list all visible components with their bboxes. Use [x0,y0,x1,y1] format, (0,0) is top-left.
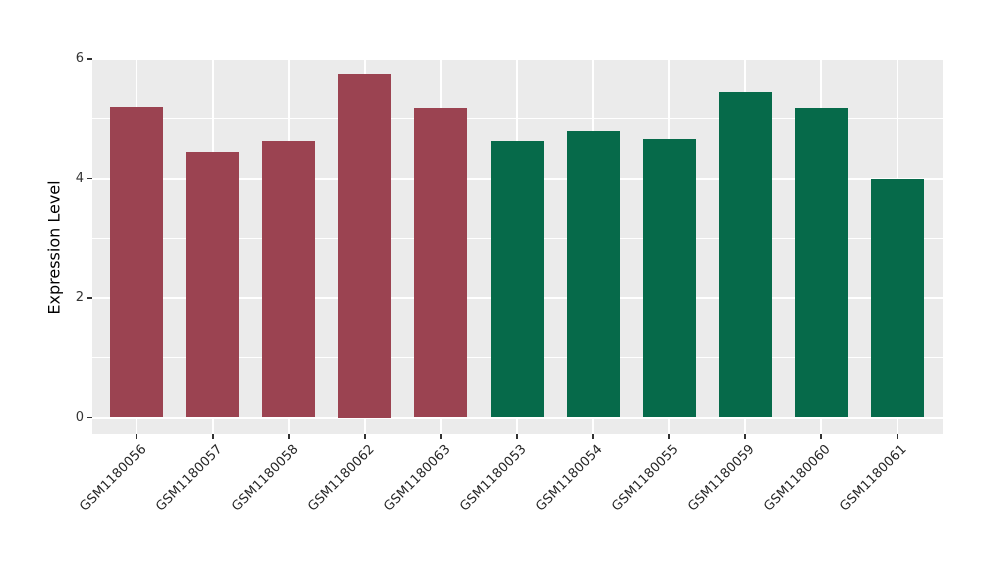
bar-GSM1180058 [262,141,316,418]
x-axis-tick [364,434,366,439]
bar-GSM1180056 [110,106,164,418]
y-axis-tick-label: 4 [75,170,84,186]
x-axis-tick [820,434,822,439]
x-axis-tick [592,434,594,439]
x-axis-tick [516,434,518,439]
bar-GSM1180053 [490,141,544,418]
y-axis-tick-label: 0 [75,409,84,425]
y-axis-tick [87,177,92,180]
x-axis-tick [288,434,290,439]
bar-GSM1180057 [186,152,240,418]
x-axis-tick [744,434,746,439]
bar-GSM1180055 [642,139,696,418]
x-axis-tick [135,434,138,439]
bar-GSM1180063 [414,107,468,418]
y-axis-tick [87,416,92,419]
y-axis-tick-label: 6 [75,51,84,66]
x-axis-tick [896,434,899,439]
bar-GSM1180062 [338,73,392,418]
x-axis-tick [668,434,670,439]
y-axis-tick [87,58,92,60]
bar-GSM1180059 [718,91,772,418]
x-axis-tick [440,434,442,439]
x-axis-tick [212,434,214,439]
bar-GSM1180060 [794,107,848,418]
bar-GSM1180054 [566,130,620,418]
y-axis-tick-label: 2 [75,290,84,305]
plot-panel [92,58,943,434]
bar-GSM1180061 [870,179,924,418]
y-axis-tick [87,297,92,299]
